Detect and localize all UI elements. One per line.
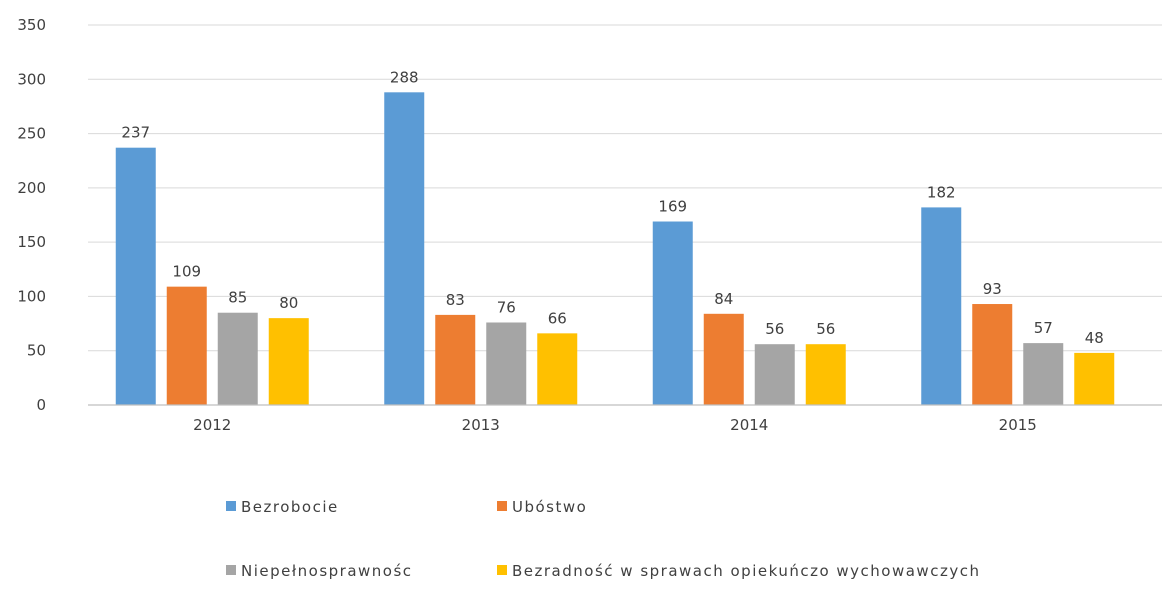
data-label: 56 [765,320,784,338]
legend-item-3: Bezradność w sprawach opiekuńczo wychowa… [497,562,980,580]
data-label: 237 [121,124,150,142]
bar-2012-s2 [217,312,258,405]
x-tick-label-2015: 2015 [999,416,1037,434]
data-label: 84 [714,290,733,308]
data-label: 169 [658,198,687,216]
bar-2013-s1 [435,314,476,405]
data-label: 57 [1034,319,1053,337]
bar-2014-s1 [703,313,744,405]
legend-swatch [497,501,507,511]
data-label: 93 [983,280,1002,298]
x-axis: 2012 2013 2014 2015 [88,404,1162,434]
y-tick-label: 350 [17,16,46,34]
y-tick-label: 0 [36,396,46,414]
bars [115,92,1115,406]
data-label: 56 [816,320,835,338]
y-tick-label: 150 [17,233,46,251]
bar-2014-s3 [805,344,846,405]
y-tick-label: 200 [17,179,46,197]
legend-label: Bezradność w sprawach opiekuńczo wychowa… [512,562,980,580]
data-label: 109 [172,263,201,281]
x-tick-label-2014: 2014 [730,416,768,434]
y-tick-label: 50 [27,342,46,360]
bar-2013-s2 [486,322,527,405]
legend-label: Niepełnosprawnośc [241,562,413,580]
legend-swatch [226,565,236,575]
legend-label: Ubóstwo [512,498,587,516]
legend-label: Bezrobocie [241,498,339,516]
data-label: 83 [446,291,465,309]
y-axis: 0 50 100 150 200 250 300 350 [17,16,46,414]
legend: Bezrobocie Ubóstwo Niepełnosprawnośc Bezrad… [226,498,980,580]
bar-2013-s0 [384,92,425,406]
bar-2015-s0 [921,207,962,405]
data-label: 76 [497,298,516,316]
bar-2012-s0 [115,147,156,405]
y-tick-label: 300 [17,70,46,88]
legend-item-2: Niepełnosprawnośc [226,562,413,580]
data-label: 48 [1085,329,1104,347]
bar-2014-s2 [754,344,795,405]
data-label: 182 [927,183,956,201]
data-label: 288 [390,68,419,86]
data-label: 80 [279,294,298,312]
legend-swatch [497,565,507,575]
bar-2012-s1 [166,286,207,405]
y-tick-label: 250 [17,125,46,143]
bar-2015-s2 [1023,343,1064,405]
data-label: 85 [228,289,247,307]
data-labels: 237 109 85 80 288 83 76 66 169 84 56 56 182 93 57 48 [121,68,1103,347]
data-label: 66 [548,309,567,327]
bar-2012-s3 [268,318,309,405]
bar-2014-s0 [652,221,693,405]
bar-2015-s3 [1074,352,1115,405]
legend-item-0: Bezrobocie [226,498,339,516]
gridlines [88,24,1162,352]
x-tick-label-2012: 2012 [193,416,231,434]
bar-2013-s3 [537,333,578,405]
x-tick-label-2013: 2013 [462,416,500,434]
y-tick-label: 100 [17,287,46,305]
bar-2015-s1 [972,304,1013,405]
legend-item-1: Ubóstwo [497,498,587,516]
legend-swatch [226,501,236,511]
